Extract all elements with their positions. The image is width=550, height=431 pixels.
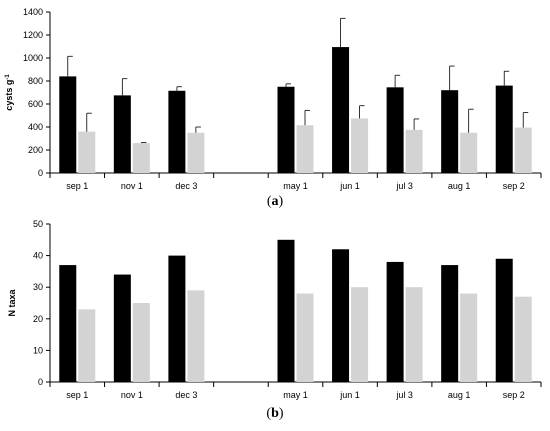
bar-series-2 [78,131,96,173]
y-tick-label: 1400 [23,7,43,17]
y-tick-label: 800 [28,76,43,86]
x-tick-label: may 1 [283,181,308,191]
x-tick-label: dec 3 [175,181,197,191]
y-tick-label: 0 [38,377,43,387]
bar-series-2 [132,143,150,173]
bar-series-2 [460,293,478,382]
y-axis-title: cysts g-1 [4,74,14,111]
y-axis-title: N taxa [7,289,17,317]
bar-series-1 [386,261,404,382]
panel-label: (b) [266,406,283,421]
y-tick-label: 20 [33,314,43,324]
x-tick-label: nov 1 [121,181,143,191]
x-tick-label: nov 1 [121,390,143,400]
bar-series-1 [495,258,513,382]
x-tick-label: may 1 [283,390,308,400]
bar-series-1 [59,76,77,173]
bar-series-1 [332,47,350,174]
x-tick-label: aug 1 [448,390,471,400]
bar-series-2 [187,290,205,382]
chart-panel-b: 0 10 20 30 40 50 N taxa sep 1 nov 1 dec 3 may 1 jun… [7,219,542,421]
y-tick-label: 200 [28,145,43,155]
y-tick-label: 1000 [23,53,43,63]
bar-series-1 [332,249,350,382]
bar-series-1 [277,239,295,382]
x-tick-label: jul 3 [395,181,413,191]
bar-series-2 [460,132,478,173]
bar-series-2 [351,118,369,173]
x-tick-label: sep 2 [503,181,525,191]
bar-series-2 [351,287,369,382]
x-tick-label: jun 1 [339,181,360,191]
x-tick-label: aug 1 [448,181,471,191]
bar-series-1 [59,265,77,382]
x-tick-label: sep 2 [503,390,525,400]
bar-series-1 [495,85,513,173]
y-tick-label: 30 [33,282,43,292]
bar-series-1 [168,255,186,382]
bar-series-1 [113,274,131,382]
bar-series-2 [405,287,423,382]
y-axis-title-superscript: -1 [5,74,11,80]
bar-series-1 [441,265,459,382]
x-tick-label: jun 1 [339,390,360,400]
y-tick-label: 50 [33,219,43,229]
bar-series-2 [296,125,314,173]
bar-series-2 [405,129,423,173]
bar-series-2 [132,303,150,382]
bar-series-2 [78,309,96,382]
x-tick-label: sep 1 [66,181,88,191]
bar-series-1 [386,87,404,173]
bar-series-1 [168,90,186,173]
bar-series-1 [113,95,131,173]
bar-series-2 [514,296,532,382]
x-tick-label: sep 1 [66,390,88,400]
x-tick-label: jul 3 [395,390,413,400]
y-tick-label: 400 [28,122,43,132]
bar-series-2 [296,293,314,382]
y-tick-label: 600 [28,99,43,109]
y-tick-label: 0 [38,168,43,178]
y-tick-label: 1200 [23,30,43,40]
bar-series-1 [441,90,459,173]
y-tick-label: 40 [33,251,43,261]
y-tick-label: 10 [33,345,43,355]
panel-label: (a) [267,194,284,209]
bar-series-2 [514,127,532,173]
bar-series-1 [277,86,295,173]
bar-series-2 [187,132,205,173]
x-tick-label: dec 3 [175,390,197,400]
chart-panel-a: 0 200 400 600 800 1000 1200 1400 cysts g-1 sep 1 n… [4,7,542,209]
